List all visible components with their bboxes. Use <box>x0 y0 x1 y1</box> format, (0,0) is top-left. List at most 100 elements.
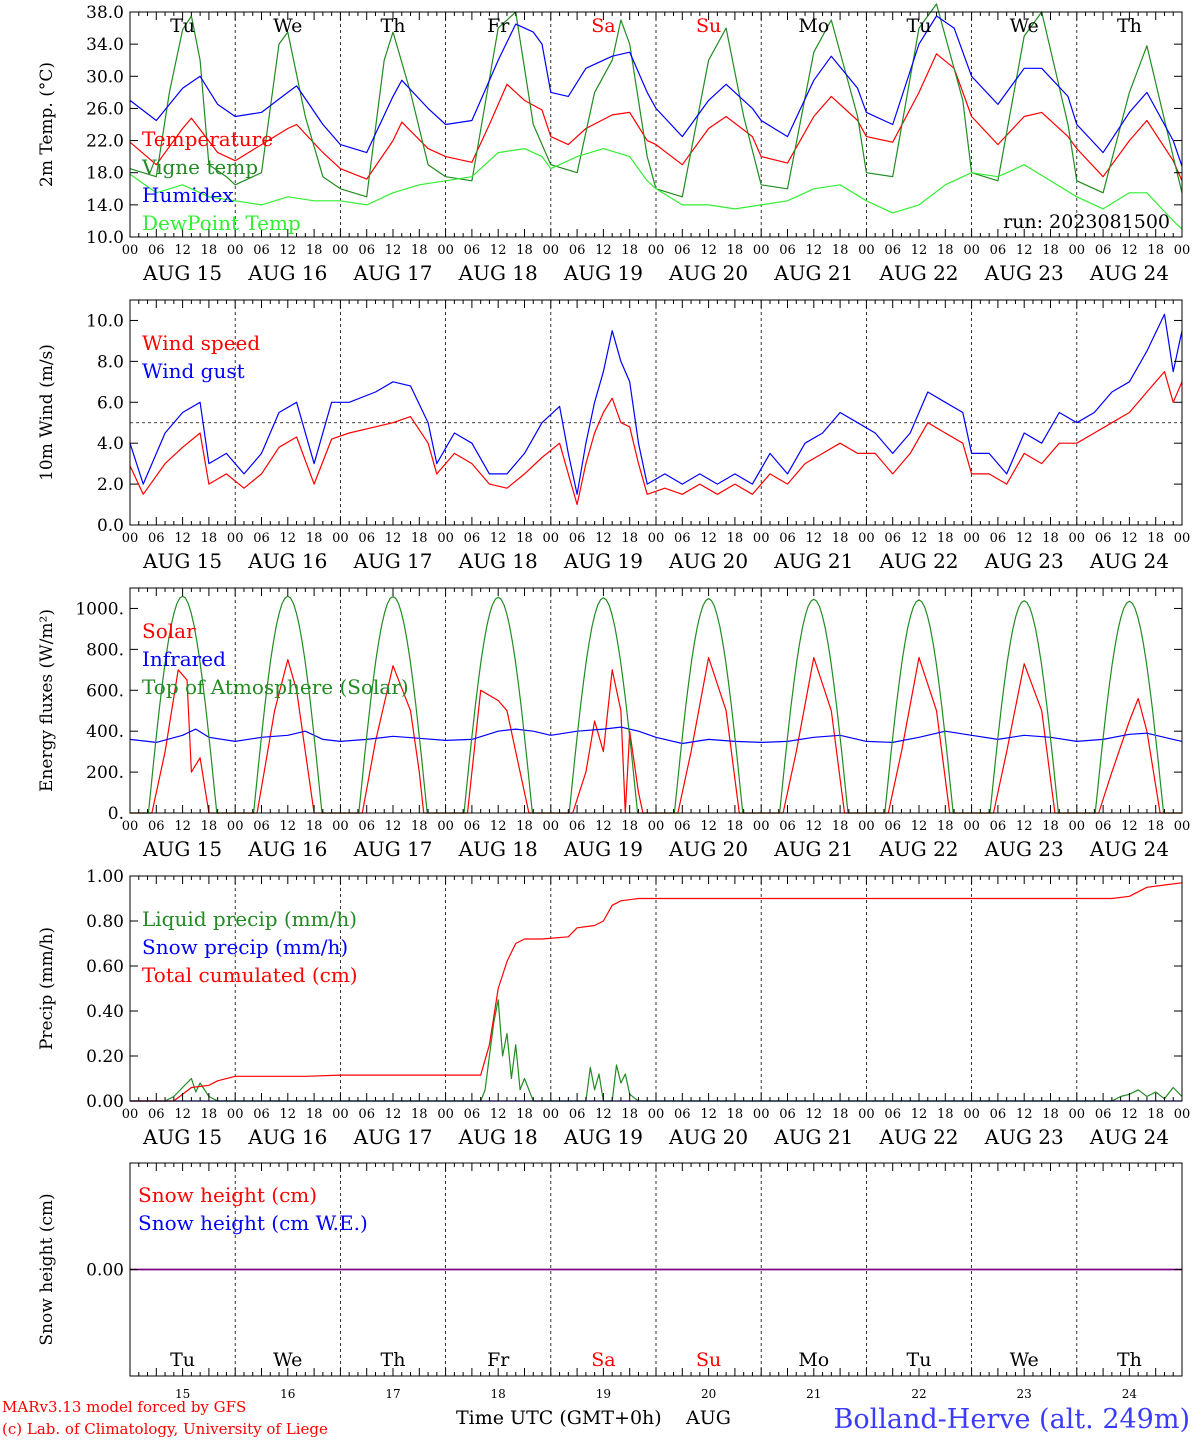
hour-label: 06 <box>990 819 1007 834</box>
hour-label: 06 <box>569 1107 586 1122</box>
hour-label: 12 <box>700 1107 717 1122</box>
y-tick-label: 8.0 <box>97 352 124 372</box>
date-label: AUG 24 <box>1089 1125 1169 1149</box>
y-tick-label: 0.80 <box>86 912 124 932</box>
hour-label: 18 <box>621 531 638 546</box>
series-line <box>129 726 1183 745</box>
hour-label: 18 <box>727 1107 744 1122</box>
hour-label: 00 <box>1174 243 1191 258</box>
series-line <box>129 3 1183 198</box>
y-tick-label: 6.0 <box>97 393 124 413</box>
date-label: AUG 20 <box>668 837 748 861</box>
hour-label: 06 <box>464 1107 481 1122</box>
day-number: 15 <box>175 1387 190 1401</box>
weekday-label: Th <box>381 15 406 37</box>
hour-label: 18 <box>306 243 323 258</box>
hour-label: 18 <box>1147 531 1164 546</box>
hour-label: 12 <box>595 819 612 834</box>
hour-label: 00 <box>227 1107 244 1122</box>
weekday-label: Fr <box>487 15 510 37</box>
hour-label: 18 <box>832 531 849 546</box>
hour-label: 18 <box>727 531 744 546</box>
plot-frame <box>129 11 1183 238</box>
date-label: AUG 15 <box>142 837 222 861</box>
hour-label: 00 <box>227 531 244 546</box>
hour-label: 18 <box>306 1107 323 1122</box>
hour-label: 06 <box>358 243 375 258</box>
hour-label: 00 <box>753 1107 770 1122</box>
hour-label: 18 <box>937 819 954 834</box>
hour-label: 18 <box>1147 819 1164 834</box>
hour-label: 18 <box>411 243 428 258</box>
y-tick-label: 400. <box>86 722 124 742</box>
date-label: AUG 17 <box>352 837 432 861</box>
hour-label: 06 <box>148 531 165 546</box>
weekday-label: Sa <box>591 1349 615 1371</box>
hour-label: 06 <box>358 1107 375 1122</box>
legend-entry: Snow height (cm) <box>138 1183 317 1207</box>
day-number: 18 <box>491 1387 506 1401</box>
hour-label: 00 <box>437 531 454 546</box>
date-label: AUG 21 <box>773 549 853 573</box>
date-label: AUG 23 <box>984 1125 1064 1149</box>
hour-label: 12 <box>700 531 717 546</box>
hour-label: 12 <box>1121 531 1138 546</box>
hour-label: 06 <box>884 531 901 546</box>
date-label: AUG 16 <box>247 837 327 861</box>
date-label: AUG 19 <box>563 837 643 861</box>
hour-label: 12 <box>806 819 823 834</box>
weekday-label: Th <box>1117 1349 1142 1371</box>
hour-label: 00 <box>963 819 980 834</box>
hour-label: 00 <box>648 243 665 258</box>
hour-label: 00 <box>963 531 980 546</box>
date-label: AUG 19 <box>563 549 643 573</box>
hour-label: 00 <box>437 819 454 834</box>
hour-label: 06 <box>1095 819 1112 834</box>
weekday-label: Th <box>381 1349 406 1371</box>
hour-label: 18 <box>516 243 533 258</box>
weekday-label: Tu <box>907 15 932 37</box>
weekday-label: Tu <box>170 15 195 37</box>
y-tick-label: 0. <box>108 804 124 824</box>
time-axis-label: Time UTC (GMT+0h) <box>456 1407 662 1429</box>
day-number: 21 <box>806 1387 821 1401</box>
hour-label: 12 <box>911 531 928 546</box>
hour-label: 18 <box>201 243 218 258</box>
y-tick-label: 0.40 <box>86 1002 124 1022</box>
hour-label: 00 <box>858 819 875 834</box>
hour-label: 00 <box>1174 1107 1191 1122</box>
y-tick-label: 18.0 <box>86 164 124 184</box>
run-label: run: 2023081500 <box>1003 211 1170 233</box>
date-label: AUG 23 <box>984 261 1064 285</box>
hour-label: 00 <box>543 531 560 546</box>
footer: MARv3.13 model forced by GFS (c) Lab. of… <box>2 1398 1190 1438</box>
weekday-label: Th <box>1117 15 1142 37</box>
hour-label: 06 <box>253 531 270 546</box>
date-label: AUG 22 <box>878 549 958 573</box>
y-tick-label: 38.0 <box>86 3 124 23</box>
hour-label: 06 <box>990 243 1007 258</box>
date-label: AUG 16 <box>247 549 327 573</box>
hour-label: 06 <box>148 243 165 258</box>
hour-label: 00 <box>543 1107 560 1122</box>
hour-label: 06 <box>674 243 691 258</box>
panel-1: 10.0 14.0 18.0 22.0 26.0 30.0 34.0 38.0 2m Temp.… <box>37 3 1190 285</box>
hour-label: 12 <box>490 1107 507 1122</box>
day-number: 24 <box>1122 1387 1138 1401</box>
date-label: AUG 21 <box>773 261 853 285</box>
y-axis-label: Snow height (cm) <box>37 1193 57 1345</box>
hour-label: 12 <box>595 531 612 546</box>
month-label: AUG <box>685 1407 731 1429</box>
legend-entry: Humidex <box>142 183 234 207</box>
y-tick-label: 1000. <box>75 599 124 619</box>
hour-label: 18 <box>516 819 533 834</box>
weekday-label: Mo <box>798 15 829 37</box>
hour-label: 12 <box>385 243 402 258</box>
weekday-label: Sa <box>591 15 615 37</box>
hour-label: 00 <box>858 243 875 258</box>
hour-label: 06 <box>779 531 796 546</box>
hour-label: 18 <box>411 819 428 834</box>
weekday-label: Su <box>696 15 721 37</box>
hour-label: 06 <box>674 1107 691 1122</box>
date-label: AUG 17 <box>352 261 432 285</box>
